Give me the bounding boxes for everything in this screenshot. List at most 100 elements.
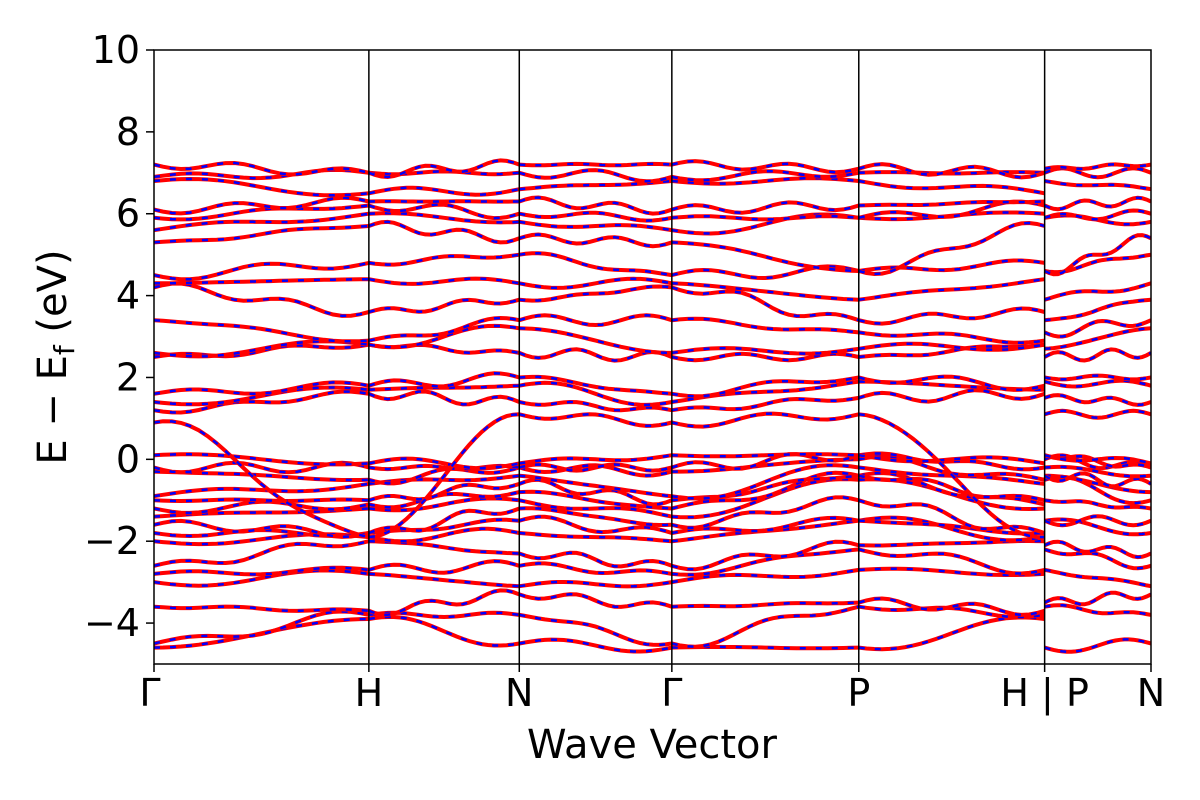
band-line-solid bbox=[1044, 603, 1151, 617]
x-axis: Γ H N Γ P H | P N bbox=[139, 664, 1165, 716]
band-line-dashed bbox=[671, 496, 860, 529]
band-line-dashed bbox=[368, 316, 520, 342]
band-line-dashed bbox=[518, 551, 673, 568]
band-line-dashed bbox=[519, 412, 673, 428]
band-line-dashed bbox=[154, 161, 370, 176]
band-line-dashed bbox=[154, 277, 369, 285]
band-line-dashed bbox=[518, 478, 673, 506]
band-line-dashed bbox=[154, 420, 370, 539]
band-line-dashed bbox=[368, 559, 520, 574]
band-line-solid bbox=[858, 515, 1045, 543]
band-line-solid bbox=[858, 199, 1045, 208]
band-line-dashed bbox=[368, 589, 520, 617]
band-line-dashed bbox=[1044, 209, 1151, 221]
band-line-dashed bbox=[519, 277, 673, 290]
y-axis: −4 −2 0 2 4 6 8 10 bbox=[84, 28, 154, 645]
band-line-dashed bbox=[154, 196, 370, 215]
band-line-dashed bbox=[1044, 163, 1151, 171]
band-line-dashed bbox=[368, 372, 520, 388]
band-line-dashed bbox=[154, 261, 370, 281]
band-line-dashed bbox=[154, 566, 370, 576]
y-tick-label: −2 bbox=[84, 519, 140, 563]
band-line-dashed bbox=[518, 464, 673, 477]
band-line-dashed bbox=[154, 519, 370, 539]
band-line-solid bbox=[518, 168, 673, 184]
band-line-dashed bbox=[519, 507, 672, 527]
band-line-dashed bbox=[154, 390, 370, 414]
y-tick-label: 6 bbox=[116, 192, 140, 236]
band-line-dashed bbox=[154, 177, 370, 197]
band-line-dashed bbox=[671, 463, 859, 500]
band-line-solid bbox=[368, 371, 520, 389]
band-line-solid bbox=[519, 161, 672, 168]
band-line-dashed bbox=[671, 540, 860, 571]
band-line-dashed bbox=[154, 212, 370, 232]
band-line-solid bbox=[1044, 547, 1151, 571]
band-line-solid bbox=[858, 179, 1045, 196]
band-line-dashed bbox=[154, 453, 369, 466]
band-line-solid bbox=[368, 219, 520, 245]
band-line-dashed bbox=[368, 298, 520, 314]
band-line-dashed bbox=[671, 286, 860, 322]
band-line-solid bbox=[671, 452, 859, 459]
band-line-dashed bbox=[858, 413, 1045, 539]
band-line-solid bbox=[1044, 252, 1151, 275]
band-line-dashed bbox=[518, 196, 673, 215]
band-line-solid bbox=[671, 600, 859, 609]
band-line-dashed bbox=[1044, 638, 1151, 654]
band-line-dashed bbox=[1044, 548, 1151, 570]
band-line-solid bbox=[858, 615, 1045, 652]
band-line-solid bbox=[1043, 195, 1151, 212]
band-line-solid bbox=[1044, 281, 1151, 302]
band-line-dashed bbox=[1044, 591, 1151, 606]
band-line-dashed bbox=[154, 605, 369, 613]
y-tick-label: 0 bbox=[116, 437, 140, 481]
x-tick-label: N bbox=[1137, 671, 1165, 715]
band-line-dashed bbox=[519, 613, 672, 647]
band-line-dashed bbox=[519, 463, 673, 472]
band-line-dashed bbox=[1044, 540, 1151, 559]
band-line-dashed bbox=[1044, 409, 1151, 420]
band-line-solid bbox=[519, 531, 672, 544]
band-line-dashed bbox=[154, 539, 370, 568]
band-line-solid bbox=[519, 453, 673, 466]
band-line-dashed bbox=[1044, 298, 1151, 322]
band-line-dashed bbox=[671, 452, 860, 470]
band-line-dashed bbox=[519, 327, 672, 355]
band-line-solid bbox=[858, 341, 1045, 352]
y-tick-label: 4 bbox=[116, 274, 140, 318]
band-line-dashed bbox=[1044, 233, 1151, 276]
y-tick-label: −4 bbox=[84, 601, 140, 645]
band-line-dashed bbox=[1044, 348, 1151, 362]
band-line-solid bbox=[518, 592, 673, 609]
band-line-dashed bbox=[154, 569, 370, 587]
plot-frame bbox=[153, 49, 1152, 665]
x-tick-label: H | P bbox=[1000, 671, 1088, 716]
band-line-solid bbox=[858, 596, 1046, 617]
band-line-dashed bbox=[1044, 454, 1151, 470]
band-line-dashed bbox=[671, 548, 859, 577]
band-line-dashed bbox=[368, 507, 520, 535]
x-tick-label: P bbox=[847, 671, 870, 715]
band-line-dashed bbox=[368, 413, 520, 539]
x-tick-label: H bbox=[355, 671, 384, 715]
band-line-dashed bbox=[858, 499, 1045, 535]
band-line-dashed bbox=[368, 220, 520, 244]
band-line-solid bbox=[154, 609, 370, 646]
band-line-solid bbox=[368, 456, 520, 471]
band-line-dashed bbox=[1044, 327, 1151, 351]
band-line-dashed bbox=[1044, 474, 1151, 494]
band-line-dashed bbox=[1044, 603, 1151, 617]
band-line-dashed bbox=[154, 498, 369, 503]
band-line-solid bbox=[858, 374, 1046, 392]
band-line-dashed bbox=[1044, 518, 1151, 536]
band-line-dashed bbox=[519, 211, 673, 222]
band-line-solid bbox=[858, 330, 1045, 345]
x-tick-label: Γ bbox=[139, 671, 160, 715]
band-line-solid bbox=[518, 412, 673, 428]
band-line-dashed bbox=[368, 159, 520, 179]
band-line-dashed bbox=[1044, 379, 1151, 388]
band-line-solid bbox=[858, 547, 1046, 576]
band-line-dashed bbox=[368, 324, 520, 349]
band-line-dashed bbox=[518, 233, 673, 248]
